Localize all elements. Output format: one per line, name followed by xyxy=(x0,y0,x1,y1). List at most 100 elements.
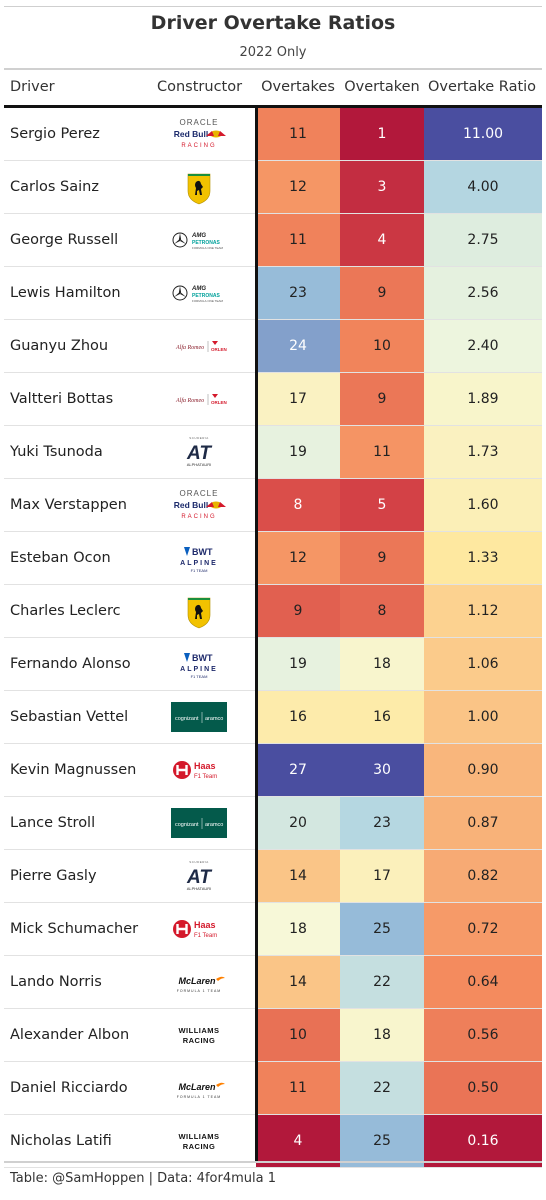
overtakes-cell: 20 xyxy=(256,797,340,849)
overtake-ratio-cell: 2.75 xyxy=(424,214,542,266)
svg-text:ALPHATAURI: ALPHATAURI xyxy=(187,462,212,467)
svg-text:WILLIAMS: WILLIAMS xyxy=(178,1026,219,1035)
svg-text:Red Bull: Red Bull xyxy=(174,500,208,510)
svg-text:FORMULA ONE TEAM: FORMULA ONE TEAM xyxy=(192,246,223,250)
overtaken-cell: 3 xyxy=(340,161,424,213)
overtake-ratio-cell: 1.33 xyxy=(424,532,542,584)
svg-text:F1 Team: F1 Team xyxy=(194,774,217,780)
overtaken-cell: 22 xyxy=(340,956,424,1008)
svg-text:McLaren: McLaren xyxy=(178,976,216,986)
header-rule xyxy=(4,68,542,70)
overtaken-cell: 30 xyxy=(340,744,424,796)
overtakes-cell: 9 xyxy=(256,585,340,637)
driver-name: Mick Schumacher xyxy=(10,921,139,937)
alpine-logo: BWT ALPINE F1 TEAM xyxy=(170,540,228,576)
driver-name: Nicholas Latifi xyxy=(10,1133,112,1149)
overtakes-cell: 8 xyxy=(256,479,340,531)
overtakes-cell: 4 xyxy=(256,1115,340,1167)
overtaken-cell: 5 xyxy=(340,479,424,531)
svg-text:Haas: Haas xyxy=(194,761,216,771)
mclaren-logo: McLaren FORMULA 1 TEAM xyxy=(170,964,228,1000)
overtake-ratio-cell: 0.87 xyxy=(424,797,542,849)
svg-text:SCUDERIA: SCUDERIA xyxy=(189,436,209,440)
svg-text:ORLEN: ORLEN xyxy=(211,400,227,405)
driver-name: Pierre Gasly xyxy=(10,868,97,884)
driver-name: Sergio Perez xyxy=(10,126,100,142)
overtakes-cell: 27 xyxy=(256,744,340,796)
overtaken-cell: 18 xyxy=(340,1009,424,1061)
overtakes-cell: 18 xyxy=(256,903,340,955)
overtake-ratio-cell: 0.82 xyxy=(424,850,542,902)
svg-text:Alfa Romeo: Alfa Romeo xyxy=(175,344,204,351)
overtakes-cell: 12 xyxy=(256,532,340,584)
svg-text:F1 TEAM: F1 TEAM xyxy=(191,674,208,679)
table-row: Sergio Perez ORACLE Red Bull RACING 11 1 11.00 xyxy=(4,108,542,161)
svg-text:Haas: Haas xyxy=(194,920,216,930)
overtakes-cell: 10 xyxy=(256,1009,340,1061)
overtakes-cell: 23 xyxy=(256,267,340,319)
driver-name: Lewis Hamilton xyxy=(10,285,121,301)
table-row: Alexander Albon WILLIAMS RACING 10 18 0.56 xyxy=(4,1009,542,1062)
driver-name: Lando Norris xyxy=(10,974,102,990)
svg-text:WILLIAMS: WILLIAMS xyxy=(178,1132,219,1141)
svg-text:F1 Team: F1 Team xyxy=(194,933,217,939)
overtaken-cell: 25 xyxy=(340,903,424,955)
overtakes-cell: 11 xyxy=(256,1062,340,1114)
driver-name: Lance Stroll xyxy=(10,815,96,831)
overtakes-cell: 17 xyxy=(256,373,340,425)
source-note: Table: @SamHoppen | Data: 4for4mula 1 xyxy=(10,1171,276,1186)
table-row: Charles Leclerc 9 8 1.12 xyxy=(4,585,542,638)
red-bull-logo: ORACLE Red Bull RACING xyxy=(170,487,228,523)
mercedes-logo: AMG PETRONAS FORMULA ONE TEAM xyxy=(170,222,228,258)
overtaken-cell: 9 xyxy=(340,373,424,425)
ferrari-logo xyxy=(170,593,228,629)
driver-name: George Russell xyxy=(10,232,119,248)
table-row: Fernando Alonso BWT ALPINE F1 TEAM 19 18 1.06 xyxy=(4,638,542,691)
table-row: Sebastian Vettel cognizant aramco 16 16 1.00 xyxy=(4,691,542,744)
alpine-logo: BWT ALPINE F1 TEAM xyxy=(170,646,228,682)
svg-text:ORLEN: ORLEN xyxy=(211,347,227,352)
overtakes-cell: 14 xyxy=(256,956,340,1008)
svg-text:SCUDERIA: SCUDERIA xyxy=(189,860,209,864)
overtake-ratio-cell: 1.00 xyxy=(424,691,542,743)
overtake-ratio-cell: 0.56 xyxy=(424,1009,542,1061)
overtakes-cell: 14 xyxy=(256,850,340,902)
overtake-ratio-cell: 2.56 xyxy=(424,267,542,319)
overtakes-cell: 12 xyxy=(256,161,340,213)
col-header-overtake-ratio: Overtake Ratio xyxy=(427,79,537,95)
driver-name: Sebastian Vettel xyxy=(10,709,129,725)
table-row: Nicholas Latifi WILLIAMS RACING 4 25 0.16 xyxy=(4,1115,542,1168)
svg-text:PETRONAS: PETRONAS xyxy=(192,293,220,299)
table-row: Pierre Gasly SCUDERIA AT ALPHATAURI 14 17 0.82 xyxy=(4,850,542,903)
svg-text:ALPINE: ALPINE xyxy=(180,666,218,673)
svg-text:RACING: RACING xyxy=(183,1142,216,1151)
overtaken-cell: 9 xyxy=(340,267,424,319)
driver-name: Yuki Tsunoda xyxy=(10,444,103,460)
svg-text:McLaren: McLaren xyxy=(178,1082,216,1092)
overtake-ratio-cell: 11.00 xyxy=(424,108,542,160)
svg-text:Red Bull: Red Bull xyxy=(174,129,208,139)
table-row: Carlos Sainz 12 3 4.00 xyxy=(4,161,542,214)
svg-text:ORACLE: ORACLE xyxy=(180,489,219,498)
table-row: Lance Stroll cognizant aramco 20 23 0.87 xyxy=(4,797,542,850)
haas-logo: Haas F1 Team xyxy=(170,911,228,947)
table-row: George Russell AMG PETRONAS FORMULA ONE TEA… xyxy=(4,214,542,267)
svg-text:Alfa Romeo: Alfa Romeo xyxy=(175,397,204,404)
overtake-ratio-cell: 1.12 xyxy=(424,585,542,637)
table-row: Kevin Magnussen Haas F1 Team 27 30 0.90 xyxy=(4,744,542,797)
overtaken-cell: 4 xyxy=(340,214,424,266)
overtaken-cell: 8 xyxy=(340,585,424,637)
overtake-ratio-cell: 0.90 xyxy=(424,744,542,796)
table-row: Mick Schumacher Haas F1 Team 18 25 0.72 xyxy=(4,903,542,956)
driver-name: Daniel Ricciardo xyxy=(10,1080,128,1096)
svg-text:BWT: BWT xyxy=(192,547,213,557)
overtaken-cell: 16 xyxy=(340,691,424,743)
overtaken-cell: 11 xyxy=(340,426,424,478)
svg-text:PETRONAS: PETRONAS xyxy=(192,240,220,246)
svg-text:F1 TEAM: F1 TEAM xyxy=(191,568,208,573)
driver-name: Fernando Alonso xyxy=(10,656,131,672)
overtakes-cell: 11 xyxy=(256,214,340,266)
col-header-overtaken: Overtaken xyxy=(344,79,420,95)
haas-logo: Haas F1 Team xyxy=(170,752,228,788)
